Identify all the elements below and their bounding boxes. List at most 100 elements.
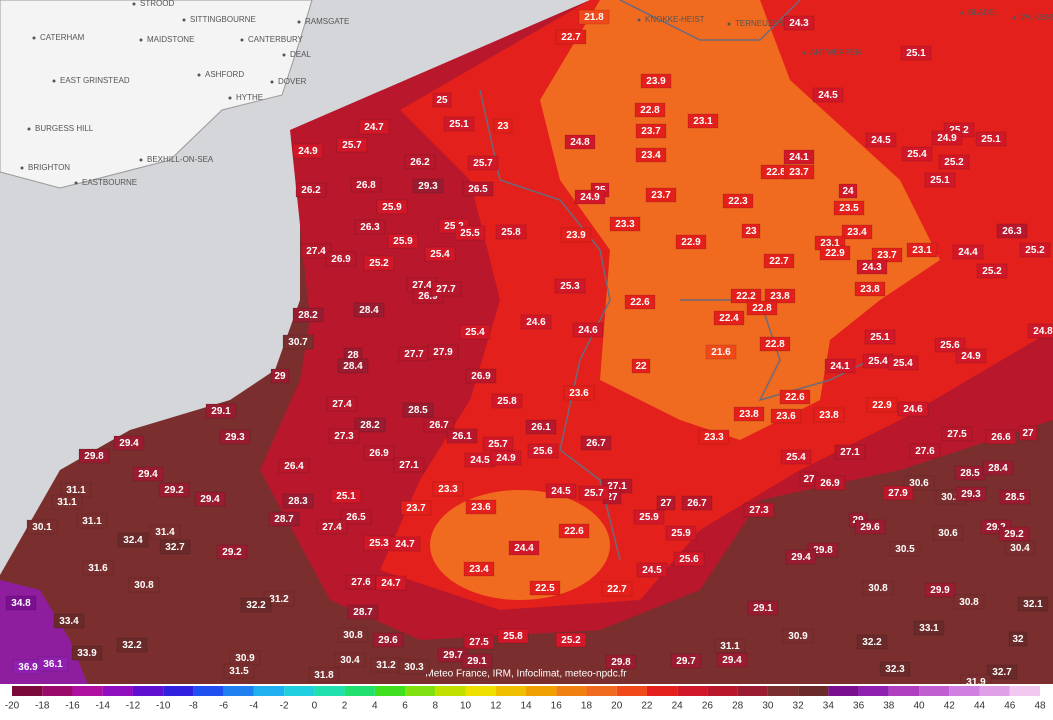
station-box bbox=[854, 519, 886, 535]
station-box bbox=[372, 632, 404, 648]
station-value: 26.6 bbox=[991, 432, 1011, 443]
place-dot bbox=[727, 22, 731, 26]
station-value: 30.8 bbox=[868, 583, 888, 594]
station-box bbox=[555, 29, 587, 45]
legend-swatch bbox=[132, 686, 164, 696]
station-value: 25.7 bbox=[473, 158, 493, 169]
station-box bbox=[423, 417, 455, 433]
station-box bbox=[363, 445, 395, 461]
legend-swatch bbox=[42, 686, 73, 696]
station-value: 25.7 bbox=[342, 140, 362, 151]
station-value: 22.4 bbox=[719, 313, 739, 324]
station-value: 23.6 bbox=[471, 502, 491, 513]
station-value: 30.4 bbox=[1010, 543, 1030, 554]
station-value: 28.5 bbox=[960, 468, 980, 479]
station-box bbox=[555, 632, 587, 648]
station-box bbox=[865, 132, 897, 148]
station-box bbox=[656, 495, 676, 511]
station-value: 31.5 bbox=[229, 666, 249, 677]
legend-label: -14 bbox=[95, 701, 110, 712]
station-value: 28.7 bbox=[353, 607, 373, 618]
station-value: 28.4 bbox=[359, 305, 379, 316]
station-box bbox=[117, 532, 149, 548]
station-value: 29.6 bbox=[860, 522, 880, 533]
station-box bbox=[834, 444, 866, 460]
station-value: 27.3 bbox=[749, 505, 769, 516]
station-value: 29.8 bbox=[611, 657, 631, 668]
station-box bbox=[376, 199, 408, 215]
station-box bbox=[270, 368, 290, 384]
station-value: 26.9 bbox=[820, 478, 840, 489]
station-value: 26.8 bbox=[356, 180, 376, 191]
station-value: 32.1 bbox=[1023, 599, 1043, 610]
station-value: 29.1 bbox=[211, 406, 231, 417]
legend-label: 24 bbox=[672, 701, 684, 712]
station-box bbox=[931, 130, 963, 146]
station-value: 29.2 bbox=[164, 485, 184, 496]
station-box bbox=[675, 234, 707, 250]
station-box bbox=[430, 281, 462, 297]
station-box bbox=[941, 426, 973, 442]
station-box bbox=[889, 541, 921, 557]
station-box bbox=[901, 146, 933, 162]
station-value: 30.8 bbox=[343, 630, 363, 641]
station-value: 25.4 bbox=[786, 452, 806, 463]
place-label: VALKENSWAARD bbox=[1020, 13, 1053, 22]
station-box bbox=[330, 488, 362, 504]
station-value: 25.9 bbox=[382, 202, 402, 213]
station-box bbox=[336, 137, 368, 153]
legend-label: -10 bbox=[156, 701, 171, 712]
station-box bbox=[636, 562, 668, 578]
station-value: 27.4 bbox=[412, 280, 432, 291]
station-box bbox=[578, 485, 610, 501]
station-box bbox=[463, 634, 495, 650]
station-value: 24.9 bbox=[580, 192, 600, 203]
legend-label: -6 bbox=[219, 701, 228, 712]
legend-swatch bbox=[253, 686, 285, 696]
station-value: 25.4 bbox=[893, 358, 913, 369]
station-box bbox=[443, 116, 475, 132]
station-box bbox=[53, 613, 85, 629]
station-value: 28.2 bbox=[360, 420, 380, 431]
station-value: 27.1 bbox=[399, 460, 419, 471]
station-box bbox=[78, 448, 110, 464]
place-label: ASHFORD bbox=[205, 70, 244, 79]
station-box bbox=[340, 509, 372, 525]
station-value: 23.8 bbox=[819, 410, 839, 421]
place-label: DEAL bbox=[290, 50, 311, 59]
legend-label: 26 bbox=[702, 701, 714, 712]
station-value: 27 bbox=[660, 498, 672, 509]
station-value: 23.7 bbox=[651, 190, 671, 201]
station-value: 25.4 bbox=[430, 249, 450, 260]
station-value: 23 bbox=[745, 226, 757, 237]
station-box bbox=[347, 604, 379, 620]
station-value: 24.5 bbox=[642, 565, 662, 576]
station-box bbox=[427, 344, 459, 360]
legend-label: 12 bbox=[490, 701, 502, 712]
station-box bbox=[670, 653, 702, 669]
station-value: 30.8 bbox=[959, 597, 979, 608]
station-box bbox=[759, 336, 791, 352]
station-value: 32.2 bbox=[246, 600, 266, 611]
station-box bbox=[986, 664, 1018, 680]
station-box bbox=[554, 278, 586, 294]
station-value: 22.6 bbox=[630, 297, 650, 308]
station-value: 22.8 bbox=[640, 105, 660, 116]
station-value: 29.2 bbox=[986, 522, 1006, 533]
place-label: CANTERBURY bbox=[248, 35, 304, 44]
station-value: 24.4 bbox=[514, 543, 534, 554]
station-box bbox=[996, 223, 1028, 239]
legend-swatch bbox=[828, 686, 859, 696]
legend-label: 4 bbox=[372, 701, 378, 712]
station-value: 32.3 bbox=[885, 664, 905, 675]
station-box bbox=[955, 348, 987, 364]
station-box bbox=[906, 242, 938, 258]
station-box bbox=[334, 652, 366, 668]
station-box bbox=[743, 502, 775, 518]
legend-label: 2 bbox=[342, 701, 348, 712]
station-value: 23.9 bbox=[566, 230, 586, 241]
station-value: 28.5 bbox=[1005, 492, 1025, 503]
station-value: 22.7 bbox=[561, 32, 581, 43]
station-value: 25.1 bbox=[336, 491, 356, 502]
station-value: 33.9 bbox=[77, 648, 97, 659]
